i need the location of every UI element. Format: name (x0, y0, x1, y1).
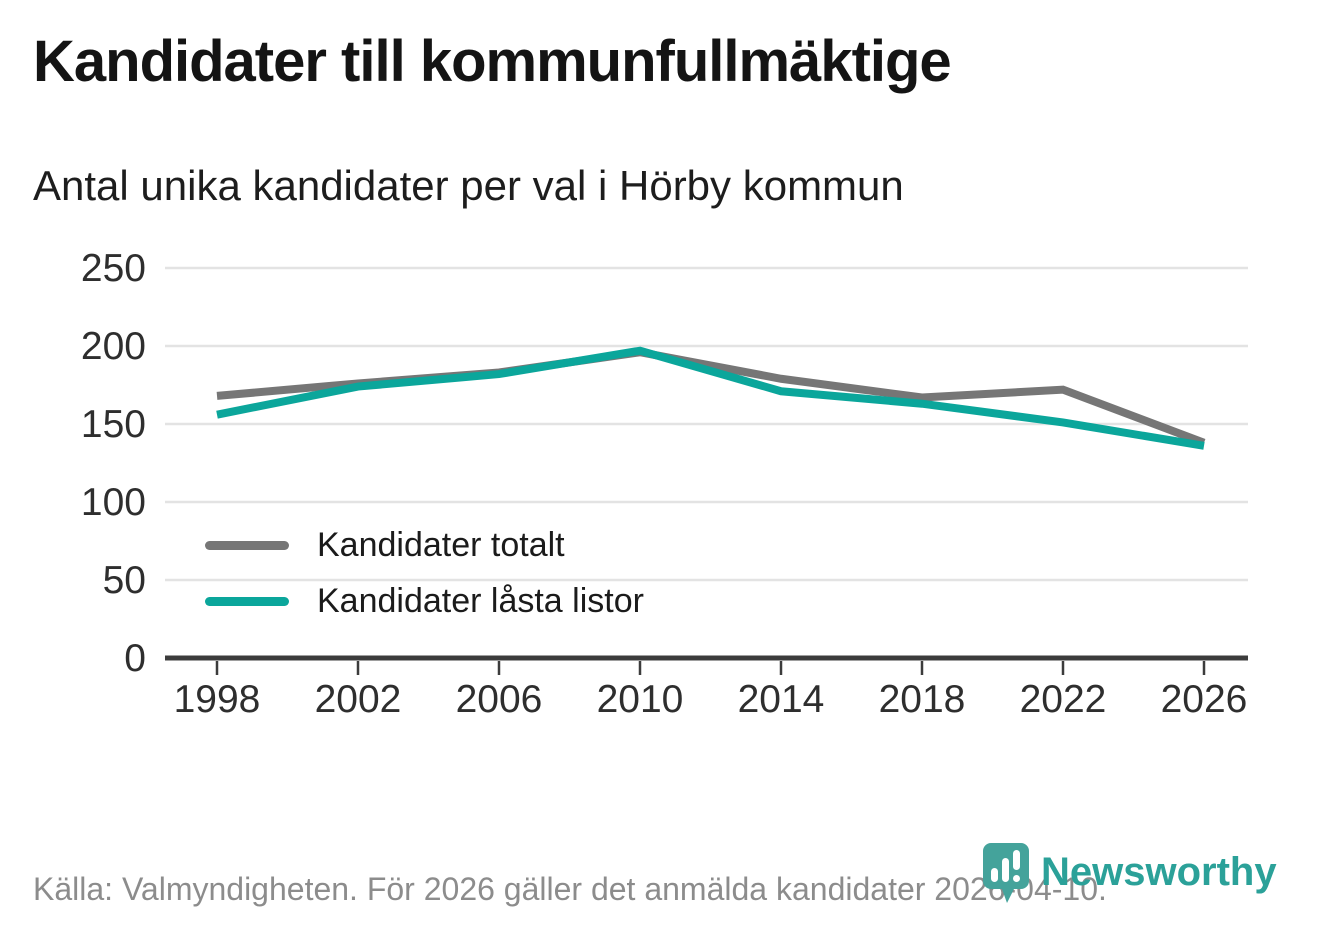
legend-swatch-locked (205, 596, 289, 606)
line-chart-plot: 0 50 100 150 200 250 1998 2002 2006 2010 2014 2018 2… (81, 247, 1248, 721)
newsworthy-wordmark: Newsworthy (1041, 850, 1277, 894)
y-axis-label-250: 250 (81, 247, 146, 290)
legend-label-locked: Kandidater låsta listor (317, 581, 644, 620)
y-axis-label-0: 0 (124, 637, 146, 680)
y-axis-label-100: 100 (81, 481, 146, 524)
chart-subtitle: Antal unika kandidater per val i Hörby k… (33, 162, 904, 209)
series-line-0 (216, 348, 1206, 447)
chart-title: Kandidater till kommunfullmäktige (33, 29, 952, 94)
legend-label-total: Kandidater totalt (317, 525, 565, 564)
x-axis-label-2014: 2014 (738, 678, 825, 721)
legend-swatch-total (205, 540, 289, 550)
y-axis-label-150: 150 (81, 403, 146, 446)
newsworthy-pin-icon (983, 843, 1029, 903)
x-axis-label-2022: 2022 (1020, 678, 1107, 721)
legend: Kandidater totalt Kandidater låsta listo… (205, 517, 644, 629)
series-line-1 (216, 346, 1205, 450)
x-axis-label-2018: 2018 (879, 678, 966, 721)
source-note: Källa: Valmyndigheten. För 2026 gäller d… (33, 871, 1107, 907)
legend-item-locked: Kandidater låsta listor (205, 573, 644, 629)
x-axis-label-2002: 2002 (315, 678, 402, 721)
x-axis-label-2006: 2006 (456, 678, 543, 721)
newsworthy-logo: Newsworthy (981, 841, 1277, 905)
y-axis-label-200: 200 (81, 325, 146, 368)
x-axis-label-2026: 2026 (1161, 678, 1248, 721)
x-axis-label-2010: 2010 (597, 678, 684, 721)
legend-item-total: Kandidater totalt (205, 517, 644, 573)
y-axis-label-50: 50 (103, 559, 146, 602)
x-axis-label-1998: 1998 (174, 678, 261, 721)
